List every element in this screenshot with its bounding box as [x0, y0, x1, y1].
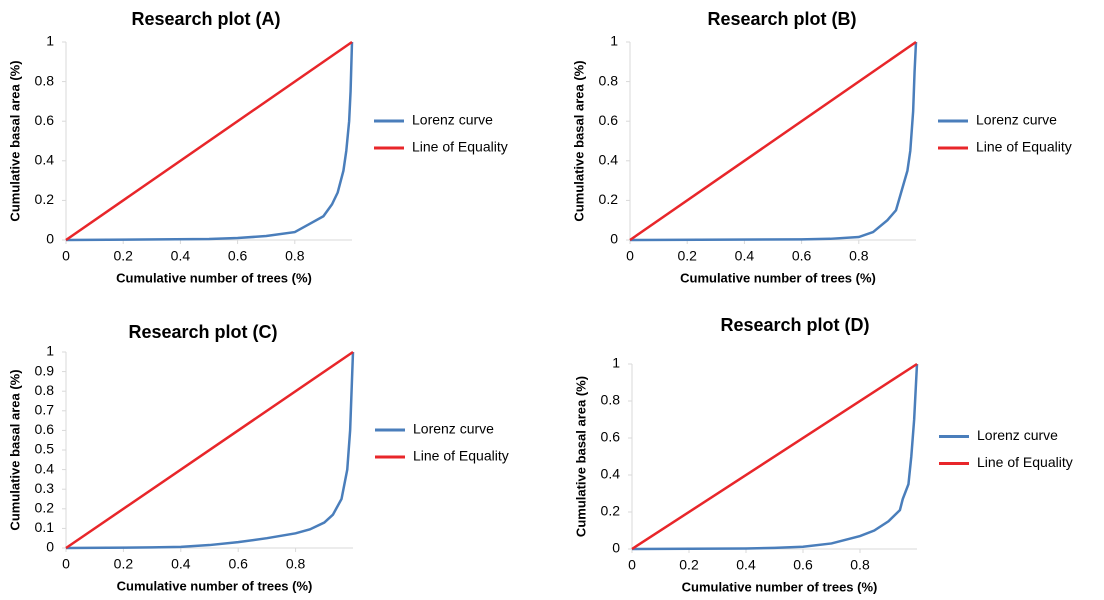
y-tick-label: 0.7 — [35, 402, 55, 418]
y-tick-label: 0.6 — [35, 112, 55, 128]
x-axis-label: Cumulative number of trees (%) — [680, 270, 876, 285]
x-tick-label: 0.8 — [285, 248, 305, 264]
y-tick-label: 0.4 — [35, 152, 55, 168]
x-tick-label: 0.8 — [850, 557, 870, 573]
y-tick-label: 0.3 — [35, 480, 55, 496]
y-tick-label: 0.2 — [35, 500, 55, 516]
y-tick-label: 0 — [46, 231, 54, 247]
series-line — [65, 351, 355, 550]
legend-label: Line of Equality — [977, 454, 1073, 470]
x-axis-label: Cumulative number of trees (%) — [117, 578, 313, 593]
x-tick-label: 0.4 — [736, 557, 756, 573]
y-tick-label: 1 — [610, 33, 618, 49]
legend-label: Line of Equality — [976, 139, 1072, 155]
legend-label: Line of Equality — [413, 448, 509, 464]
legend-label: Line of Equality — [412, 139, 508, 155]
y-axis-label: Cumulative basal area (%) — [571, 60, 586, 221]
chart-title: Research plot (D) — [720, 315, 869, 335]
series-line — [629, 41, 918, 242]
y-tick-label: 0.8 — [35, 72, 55, 88]
y-tick-label: 0.6 — [35, 421, 55, 437]
y-tick-label: 0.6 — [599, 112, 619, 128]
y-tick-label: 0.8 — [35, 382, 55, 398]
y-tick-label: 0.4 — [599, 152, 619, 168]
y-axis-label: Cumulative basal area (%) — [573, 376, 588, 537]
y-tick-label: 0.5 — [35, 441, 55, 457]
y-tick-label: 0.2 — [35, 191, 55, 207]
y-tick-label: 0.4 — [35, 460, 55, 476]
x-tick-label: 0 — [62, 248, 70, 264]
x-tick-label: 0.4 — [171, 556, 191, 572]
x-axis-label: Cumulative number of trees (%) — [116, 270, 312, 285]
y-tick-label: 0.9 — [35, 362, 55, 378]
y-tick-label: 0.1 — [35, 519, 55, 535]
chart-title: Research plot (B) — [707, 9, 856, 29]
y-tick-label: 0 — [610, 231, 618, 247]
y-tick-label: 0.6 — [601, 429, 621, 445]
y-axis-label: Cumulative basal area (%) — [7, 369, 22, 530]
x-tick-label: 0.6 — [228, 248, 248, 264]
x-tick-label: 0.6 — [228, 556, 248, 572]
x-tick-label: 0 — [626, 248, 634, 264]
y-tick-label: 0.8 — [599, 72, 619, 88]
series-line — [631, 363, 919, 551]
y-tick-label: 1 — [46, 343, 54, 359]
x-tick-label: 0.6 — [793, 557, 813, 573]
y-tick-label: 1 — [46, 33, 54, 49]
y-tick-label: 0.2 — [599, 191, 619, 207]
y-tick-label: 0 — [612, 540, 620, 556]
x-tick-label: 0.2 — [677, 248, 697, 264]
x-tick-label: 0.2 — [114, 556, 134, 572]
x-tick-label: 0.6 — [792, 248, 812, 264]
x-tick-label: 0 — [62, 556, 70, 572]
y-tick-label: 1 — [612, 355, 620, 371]
chart-title: Research plot (A) — [131, 9, 280, 29]
series-line — [65, 350, 354, 550]
x-tick-label: 0.8 — [849, 248, 869, 264]
series-line — [631, 362, 918, 551]
x-tick-label: 0.8 — [286, 556, 306, 572]
legend-label: Lorenz curve — [412, 112, 493, 128]
chart-title: Research plot (C) — [128, 322, 277, 342]
y-tick-label: 0.2 — [601, 503, 621, 519]
legend-label: Lorenz curve — [976, 112, 1057, 128]
x-tick-label: 0 — [628, 557, 636, 573]
y-tick-label: 0.8 — [601, 392, 621, 408]
y-axis-label: Cumulative basal area (%) — [7, 60, 22, 221]
legend-label: Lorenz curve — [977, 427, 1058, 443]
series-line — [629, 40, 917, 242]
x-tick-label: 0.4 — [171, 248, 191, 264]
series-line — [65, 40, 353, 242]
series-line — [65, 41, 354, 242]
x-tick-label: 0.4 — [735, 248, 755, 264]
x-axis-label: Cumulative number of trees (%) — [682, 579, 878, 594]
x-tick-label: 0.2 — [113, 248, 133, 264]
legend-label: Lorenz curve — [413, 421, 494, 437]
x-tick-label: 0.2 — [679, 557, 699, 573]
y-tick-label: 0.4 — [601, 466, 621, 482]
y-tick-label: 0 — [46, 539, 54, 555]
